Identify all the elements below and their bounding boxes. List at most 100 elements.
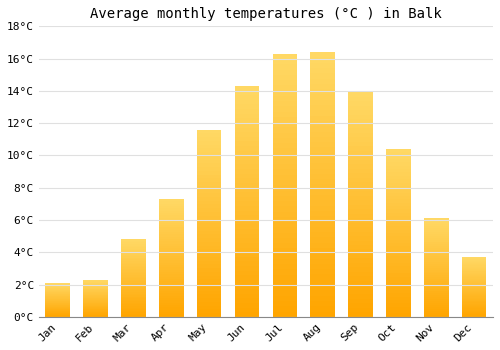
Bar xyxy=(386,280,410,283)
Bar xyxy=(197,201,222,204)
Bar xyxy=(310,163,335,169)
Bar xyxy=(348,308,373,312)
Bar xyxy=(386,300,410,303)
Bar xyxy=(462,281,486,282)
Bar xyxy=(197,197,222,201)
Bar xyxy=(462,290,486,292)
Bar xyxy=(46,290,70,291)
Bar xyxy=(462,289,486,290)
Bar xyxy=(310,274,335,280)
Bar xyxy=(386,169,410,173)
Bar xyxy=(121,244,146,246)
Bar xyxy=(46,300,70,301)
Bar xyxy=(386,189,410,193)
Bar xyxy=(310,116,335,121)
Bar xyxy=(424,307,448,309)
Bar xyxy=(386,152,410,156)
Bar xyxy=(424,232,448,234)
Bar xyxy=(348,173,373,178)
Bar xyxy=(424,234,448,236)
Bar xyxy=(272,112,297,117)
Bar xyxy=(121,269,146,270)
Bar xyxy=(197,302,222,306)
Bar xyxy=(197,234,222,238)
Bar xyxy=(424,230,448,232)
Bar xyxy=(348,263,373,267)
Bar xyxy=(121,276,146,278)
Bar xyxy=(159,281,184,284)
Bar xyxy=(310,126,335,132)
Bar xyxy=(121,283,146,284)
Bar xyxy=(46,288,70,289)
Bar xyxy=(348,223,373,227)
Bar xyxy=(310,222,335,227)
Bar xyxy=(348,133,373,137)
Bar xyxy=(310,195,335,200)
Bar xyxy=(462,293,486,294)
Bar xyxy=(46,314,70,315)
Bar xyxy=(348,155,373,160)
Bar xyxy=(424,291,448,293)
Bar xyxy=(234,289,260,294)
Bar xyxy=(121,243,146,244)
Bar xyxy=(234,141,260,146)
Bar xyxy=(424,295,448,297)
Bar xyxy=(386,283,410,287)
Bar xyxy=(46,310,70,311)
Bar xyxy=(424,287,448,289)
Bar xyxy=(197,167,222,171)
Bar xyxy=(348,102,373,106)
Bar xyxy=(424,311,448,313)
Bar xyxy=(386,159,410,162)
Bar xyxy=(46,316,70,317)
Bar xyxy=(159,260,184,262)
Bar xyxy=(234,188,260,192)
Bar xyxy=(46,296,70,297)
Bar xyxy=(386,287,410,290)
Bar xyxy=(159,293,184,296)
Bar xyxy=(462,306,486,307)
Bar xyxy=(348,164,373,169)
Bar xyxy=(462,270,486,271)
Bar xyxy=(84,299,108,300)
Bar xyxy=(197,145,222,148)
Bar xyxy=(234,169,260,174)
Bar xyxy=(462,279,486,280)
Bar xyxy=(424,272,448,273)
Bar xyxy=(424,224,448,226)
Bar xyxy=(234,160,260,164)
Bar xyxy=(424,222,448,224)
Bar xyxy=(310,142,335,147)
Bar xyxy=(272,154,297,159)
Bar xyxy=(386,206,410,209)
Bar xyxy=(272,296,297,301)
Bar xyxy=(348,254,373,258)
Bar xyxy=(121,314,146,315)
Bar xyxy=(159,230,184,232)
Bar xyxy=(121,297,146,298)
Bar xyxy=(462,312,486,313)
Bar xyxy=(348,214,373,218)
Bar xyxy=(310,169,335,174)
Bar xyxy=(121,310,146,312)
Bar xyxy=(234,238,260,243)
Bar xyxy=(386,162,410,166)
Bar xyxy=(121,312,146,314)
Bar xyxy=(84,305,108,306)
Bar xyxy=(121,287,146,289)
Bar xyxy=(84,316,108,317)
Bar xyxy=(424,299,448,301)
Bar xyxy=(424,278,448,279)
Bar xyxy=(462,261,486,262)
Bar xyxy=(462,275,486,276)
Bar xyxy=(46,285,70,286)
Bar xyxy=(272,196,297,201)
Bar xyxy=(272,259,297,264)
Bar xyxy=(310,269,335,274)
Bar xyxy=(462,307,486,308)
Bar xyxy=(348,276,373,281)
Bar xyxy=(159,237,184,239)
Bar xyxy=(159,225,184,227)
Bar xyxy=(121,262,146,264)
Bar xyxy=(46,309,70,310)
